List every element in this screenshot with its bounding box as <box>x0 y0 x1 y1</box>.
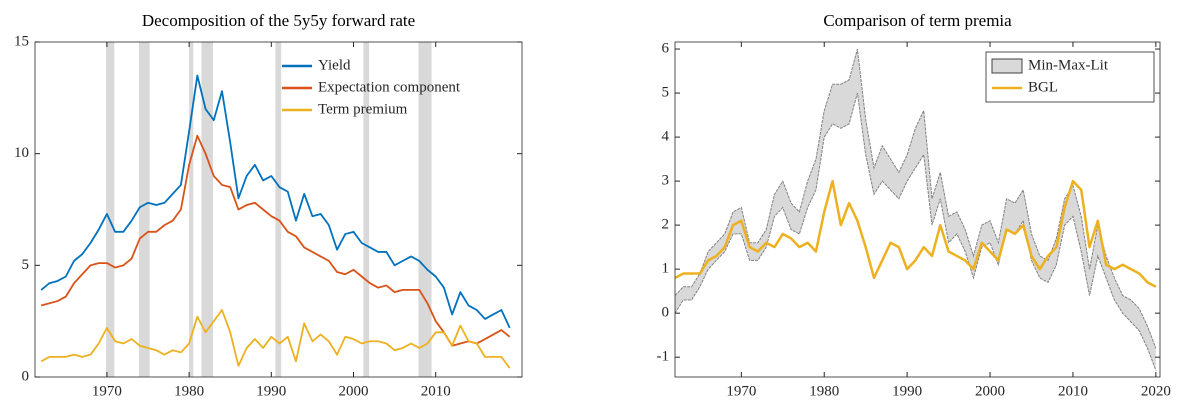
x-tick-label: 1990 <box>892 383 922 399</box>
y-tick-label: 5 <box>662 85 670 101</box>
y-tick-label: 15 <box>14 33 29 49</box>
x-tick-label: 2010 <box>1058 383 1088 399</box>
x-tick-label: 1980 <box>809 383 839 399</box>
line <box>675 179 1157 288</box>
legend: Yield Expectation component Term premium <box>282 57 461 117</box>
axes-box <box>34 41 523 378</box>
legend-swatch <box>991 58 1023 74</box>
shaded-period <box>275 42 282 377</box>
y-tick-label: 0 <box>662 305 670 321</box>
x-tick-label: 2000 <box>975 383 1005 399</box>
shaded-period <box>201 42 213 377</box>
y-tick-label: 5 <box>22 257 30 273</box>
band-edge <box>675 92 1157 371</box>
shaded-period <box>106 42 115 377</box>
legend-label: BGL <box>1028 79 1058 95</box>
x-tick-label: 2010 <box>421 383 451 399</box>
chart-title: Decomposition of the 5y5y forward rate <box>142 11 415 30</box>
x-tick-label: 1990 <box>256 383 286 399</box>
x-tick-label: 1980 <box>174 383 204 399</box>
y-tick-label: 3 <box>662 173 670 189</box>
line <box>40 74 511 329</box>
chart-title: Comparison of term premia <box>823 11 1012 30</box>
y-tick-label: 6 <box>662 40 670 56</box>
chart: Decomposition of the 5y5y forward rate 0 5… <box>14 11 523 399</box>
shaded-period <box>138 42 150 377</box>
line <box>40 309 511 369</box>
band-edge <box>675 48 1157 349</box>
x-tick-label: 1970 <box>92 383 122 399</box>
plot-area <box>675 48 1157 371</box>
shaded-period <box>189 42 194 377</box>
legend-label: Expectation component <box>318 79 461 95</box>
axes-box <box>674 41 1161 378</box>
legend-label: Yield <box>318 57 351 73</box>
chart: Comparison of term premia -1 0 1 2 3 4 5 6 1970 19… <box>657 11 1171 400</box>
legend-label: Min-Max-Lit <box>1028 57 1109 73</box>
x-tick-label: 2000 <box>339 383 369 399</box>
y-tick-label: 1 <box>662 261 670 277</box>
line <box>40 134 511 347</box>
y-tick-label: 0 <box>22 368 30 384</box>
legend: Min-Max-Lit BGL <box>985 51 1155 103</box>
y-tick-label: 4 <box>662 129 670 145</box>
shaded-period <box>363 42 370 377</box>
x-tick-label: 1970 <box>726 383 756 399</box>
y-tick-label: 10 <box>14 145 29 161</box>
y-tick-label: 2 <box>662 217 670 233</box>
x-tick-label: 2020 <box>1141 383 1171 399</box>
plot-area <box>40 42 511 377</box>
y-tick-label: -1 <box>657 349 670 365</box>
legend-label: Term premium <box>318 101 408 117</box>
